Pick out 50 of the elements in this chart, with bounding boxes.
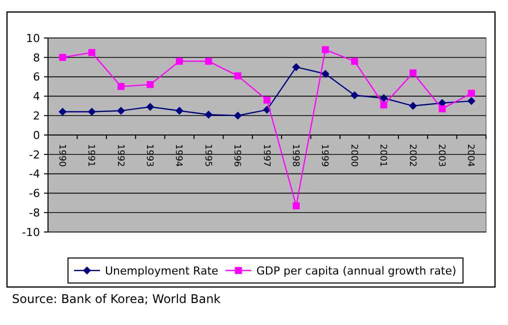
point [292, 202, 300, 210]
point [380, 101, 388, 108]
y-tick-label: 0 [33, 128, 40, 142]
point [117, 106, 125, 115]
y-tick-label: 8 [33, 51, 40, 64]
point [176, 58, 183, 65]
x-tick-label: 1995 [202, 144, 212, 167]
y-tick-label: -6 [29, 187, 40, 200]
x-tick-label: 1992 [114, 144, 125, 167]
y-tick-label: 2 [33, 109, 40, 122]
point [234, 72, 242, 80]
y-tick-label: -2 [29, 148, 40, 162]
x-tick-label: 1990 [56, 144, 66, 168]
point [351, 58, 358, 65]
x-tick-label: 1999 [319, 144, 330, 168]
legend-label: GDP per capita (annual growth rate) [256, 264, 456, 278]
point [467, 97, 476, 106]
y-tick-label: 4 [33, 90, 40, 104]
legend-label: Unemployment Rate [105, 264, 219, 278]
point [146, 102, 154, 111]
point [204, 110, 213, 119]
point [59, 54, 66, 61]
point [409, 102, 417, 110]
point [264, 96, 270, 104]
point [118, 83, 124, 90]
point [88, 108, 96, 116]
x-tick-label: 1996 [232, 144, 242, 168]
y-tick-label: 10 [26, 32, 40, 45]
point [410, 69, 416, 76]
point [88, 49, 96, 56]
y-tick-label: -10 [22, 226, 40, 239]
point [468, 90, 475, 97]
x-tick-label: 1998 [290, 144, 300, 168]
point [175, 106, 184, 115]
x-tick-label: 1993 [144, 144, 154, 167]
point [350, 91, 359, 100]
point [438, 105, 446, 112]
point [205, 58, 212, 65]
point [234, 112, 242, 120]
point [321, 70, 330, 78]
y-tick-label: -4 [29, 168, 40, 181]
point [380, 94, 388, 102]
point [292, 63, 300, 72]
source-note: Source: Bank of Korea; World Bank [12, 292, 221, 306]
y-tick-label: -8 [29, 206, 40, 220]
point [322, 46, 329, 54]
y-tick-label: 6 [33, 70, 40, 84]
x-tick-label: 1994 [173, 144, 184, 168]
point [146, 81, 154, 88]
point [58, 108, 67, 116]
